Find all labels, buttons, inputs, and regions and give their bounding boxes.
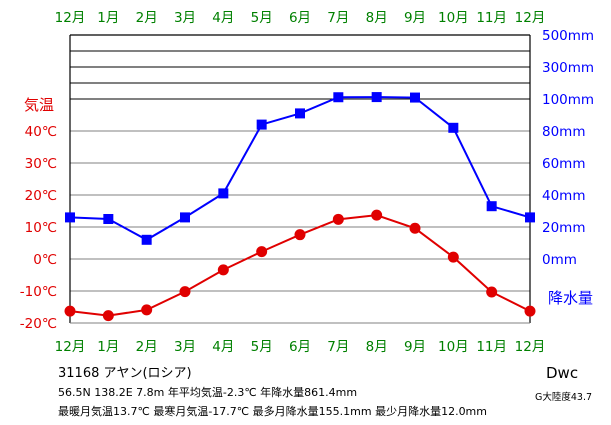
temperature-point <box>371 209 383 221</box>
precipitation-point <box>410 92 420 103</box>
month-label-top: 11月 <box>476 10 507 26</box>
temperature-point <box>141 304 153 316</box>
temperature-point <box>524 305 536 317</box>
precipitation-point <box>295 108 305 119</box>
month-label-bottom: 11月 <box>476 339 507 355</box>
month-labels-top: 12月 1月 2月 3月 4月 5月 6月 7月 8月 9月 10月 11月 12月 <box>55 10 546 26</box>
precipitation-point <box>525 212 535 223</box>
temperature-tick-label: 0℃ <box>33 252 57 268</box>
precipitation-point <box>218 188 229 199</box>
month-label-top: 3月 <box>174 10 196 26</box>
precipitation-point <box>65 212 75 223</box>
month-label-top: 10月 <box>438 10 469 26</box>
temperature-point <box>294 229 306 241</box>
month-label-top: 4月 <box>212 10 234 26</box>
precipitation-point <box>103 214 114 224</box>
month-label-bottom: 4月 <box>212 339 234 355</box>
station-details-line1: 56.5N 138.2E 7.8m 年平均気温-2.3℃ 年降水量861.4mm <box>58 386 358 399</box>
precipitation-point <box>486 201 497 212</box>
temperature-point <box>102 310 114 322</box>
month-label-top: 12月 <box>515 10 546 26</box>
month-label-bottom: 9月 <box>404 339 426 355</box>
month-label-bottom: 1月 <box>97 339 119 355</box>
month-label-top: 8月 <box>366 10 388 26</box>
month-label-top: 12月 <box>55 10 86 26</box>
precipitation-tick-label: 0mm <box>542 252 577 268</box>
month-label-top: 2月 <box>136 10 158 26</box>
temperature-point <box>179 286 191 298</box>
temperature-tick-label: -10℃ <box>20 284 57 300</box>
precipitation-axis: 0mm 20mm 40mm 60mm 80mm 100mm 300mm 500mm 降水量 <box>542 28 594 307</box>
precipitation-point <box>256 119 267 130</box>
month-label-bottom: 6月 <box>289 339 311 355</box>
temperature-point <box>409 222 421 234</box>
precipitation-point <box>333 92 344 103</box>
month-label-bottom: 12月 <box>515 339 546 355</box>
month-labels-bottom: 12月 1月 2月 3月 4月 5月 6月 7月 8月 9月 10月 11月 12月 <box>55 339 546 355</box>
month-label-bottom: 12月 <box>55 339 86 355</box>
month-label-top: 1月 <box>97 10 119 26</box>
station-details-line2: 最暖月気温13.7℃ 最寒月気温-17.7℃ 最多月降水量155.1mm 最少月… <box>58 405 487 418</box>
precipitation-point <box>448 122 459 133</box>
temperature-axis-title: 気温 <box>24 96 54 114</box>
plot-frame <box>69 34 531 324</box>
month-label-top: 5月 <box>251 10 273 26</box>
temperature-point <box>332 213 344 225</box>
precipitation-tick-label: 300mm <box>542 60 594 76</box>
grid-lines <box>70 50 530 324</box>
temperature-tick-label: 40℃ <box>25 124 57 140</box>
temperature-point <box>217 264 229 276</box>
temperature-point <box>256 246 268 258</box>
precipitation-point <box>141 234 152 245</box>
month-label-top: 9月 <box>404 10 426 26</box>
precipitation-tick-label: 100mm <box>542 92 594 108</box>
precipitation-tick-label: 60mm <box>542 156 585 172</box>
precipitation-axis-title: 降水量 <box>548 289 593 307</box>
temperature-point <box>64 305 76 317</box>
precipitation-point <box>180 212 190 223</box>
climate-classification: Dwc <box>546 364 579 382</box>
temperature-tick-label: 10℃ <box>25 220 57 236</box>
station-name: 31168 アヤン(ロシア) <box>58 366 192 381</box>
temperature-point <box>486 286 498 298</box>
month-label-bottom: 10月 <box>438 339 469 355</box>
temperature-series <box>64 209 536 322</box>
month-label-bottom: 2月 <box>136 339 158 355</box>
precipitation-tick-label: 500mm <box>542 28 594 44</box>
precipitation-tick-label: 40mm <box>542 188 585 204</box>
continentality-index: G大陸度43.7 <box>535 392 593 403</box>
month-label-top: 6月 <box>289 10 311 26</box>
temperature-axis: 気温 -20℃ -10℃ 0℃ 10℃ 20℃ 30℃ 40℃ <box>20 96 57 332</box>
temperature-tick-label: 30℃ <box>25 156 57 172</box>
precipitation-point <box>371 92 382 103</box>
precipitation-line <box>69 96 531 241</box>
precipitation-tick-label: 20mm <box>542 220 585 236</box>
month-label-top: 7月 <box>327 10 349 26</box>
temperature-point <box>447 251 459 263</box>
temperature-tick-label: -20℃ <box>20 316 57 332</box>
precipitation-series <box>65 92 535 245</box>
month-label-bottom: 5月 <box>251 339 273 355</box>
month-label-bottom: 3月 <box>174 339 196 355</box>
temperature-tick-label: 20℃ <box>25 188 57 204</box>
month-label-bottom: 8月 <box>366 339 388 355</box>
month-label-bottom: 7月 <box>327 339 349 355</box>
precipitation-tick-label: 80mm <box>542 124 585 140</box>
